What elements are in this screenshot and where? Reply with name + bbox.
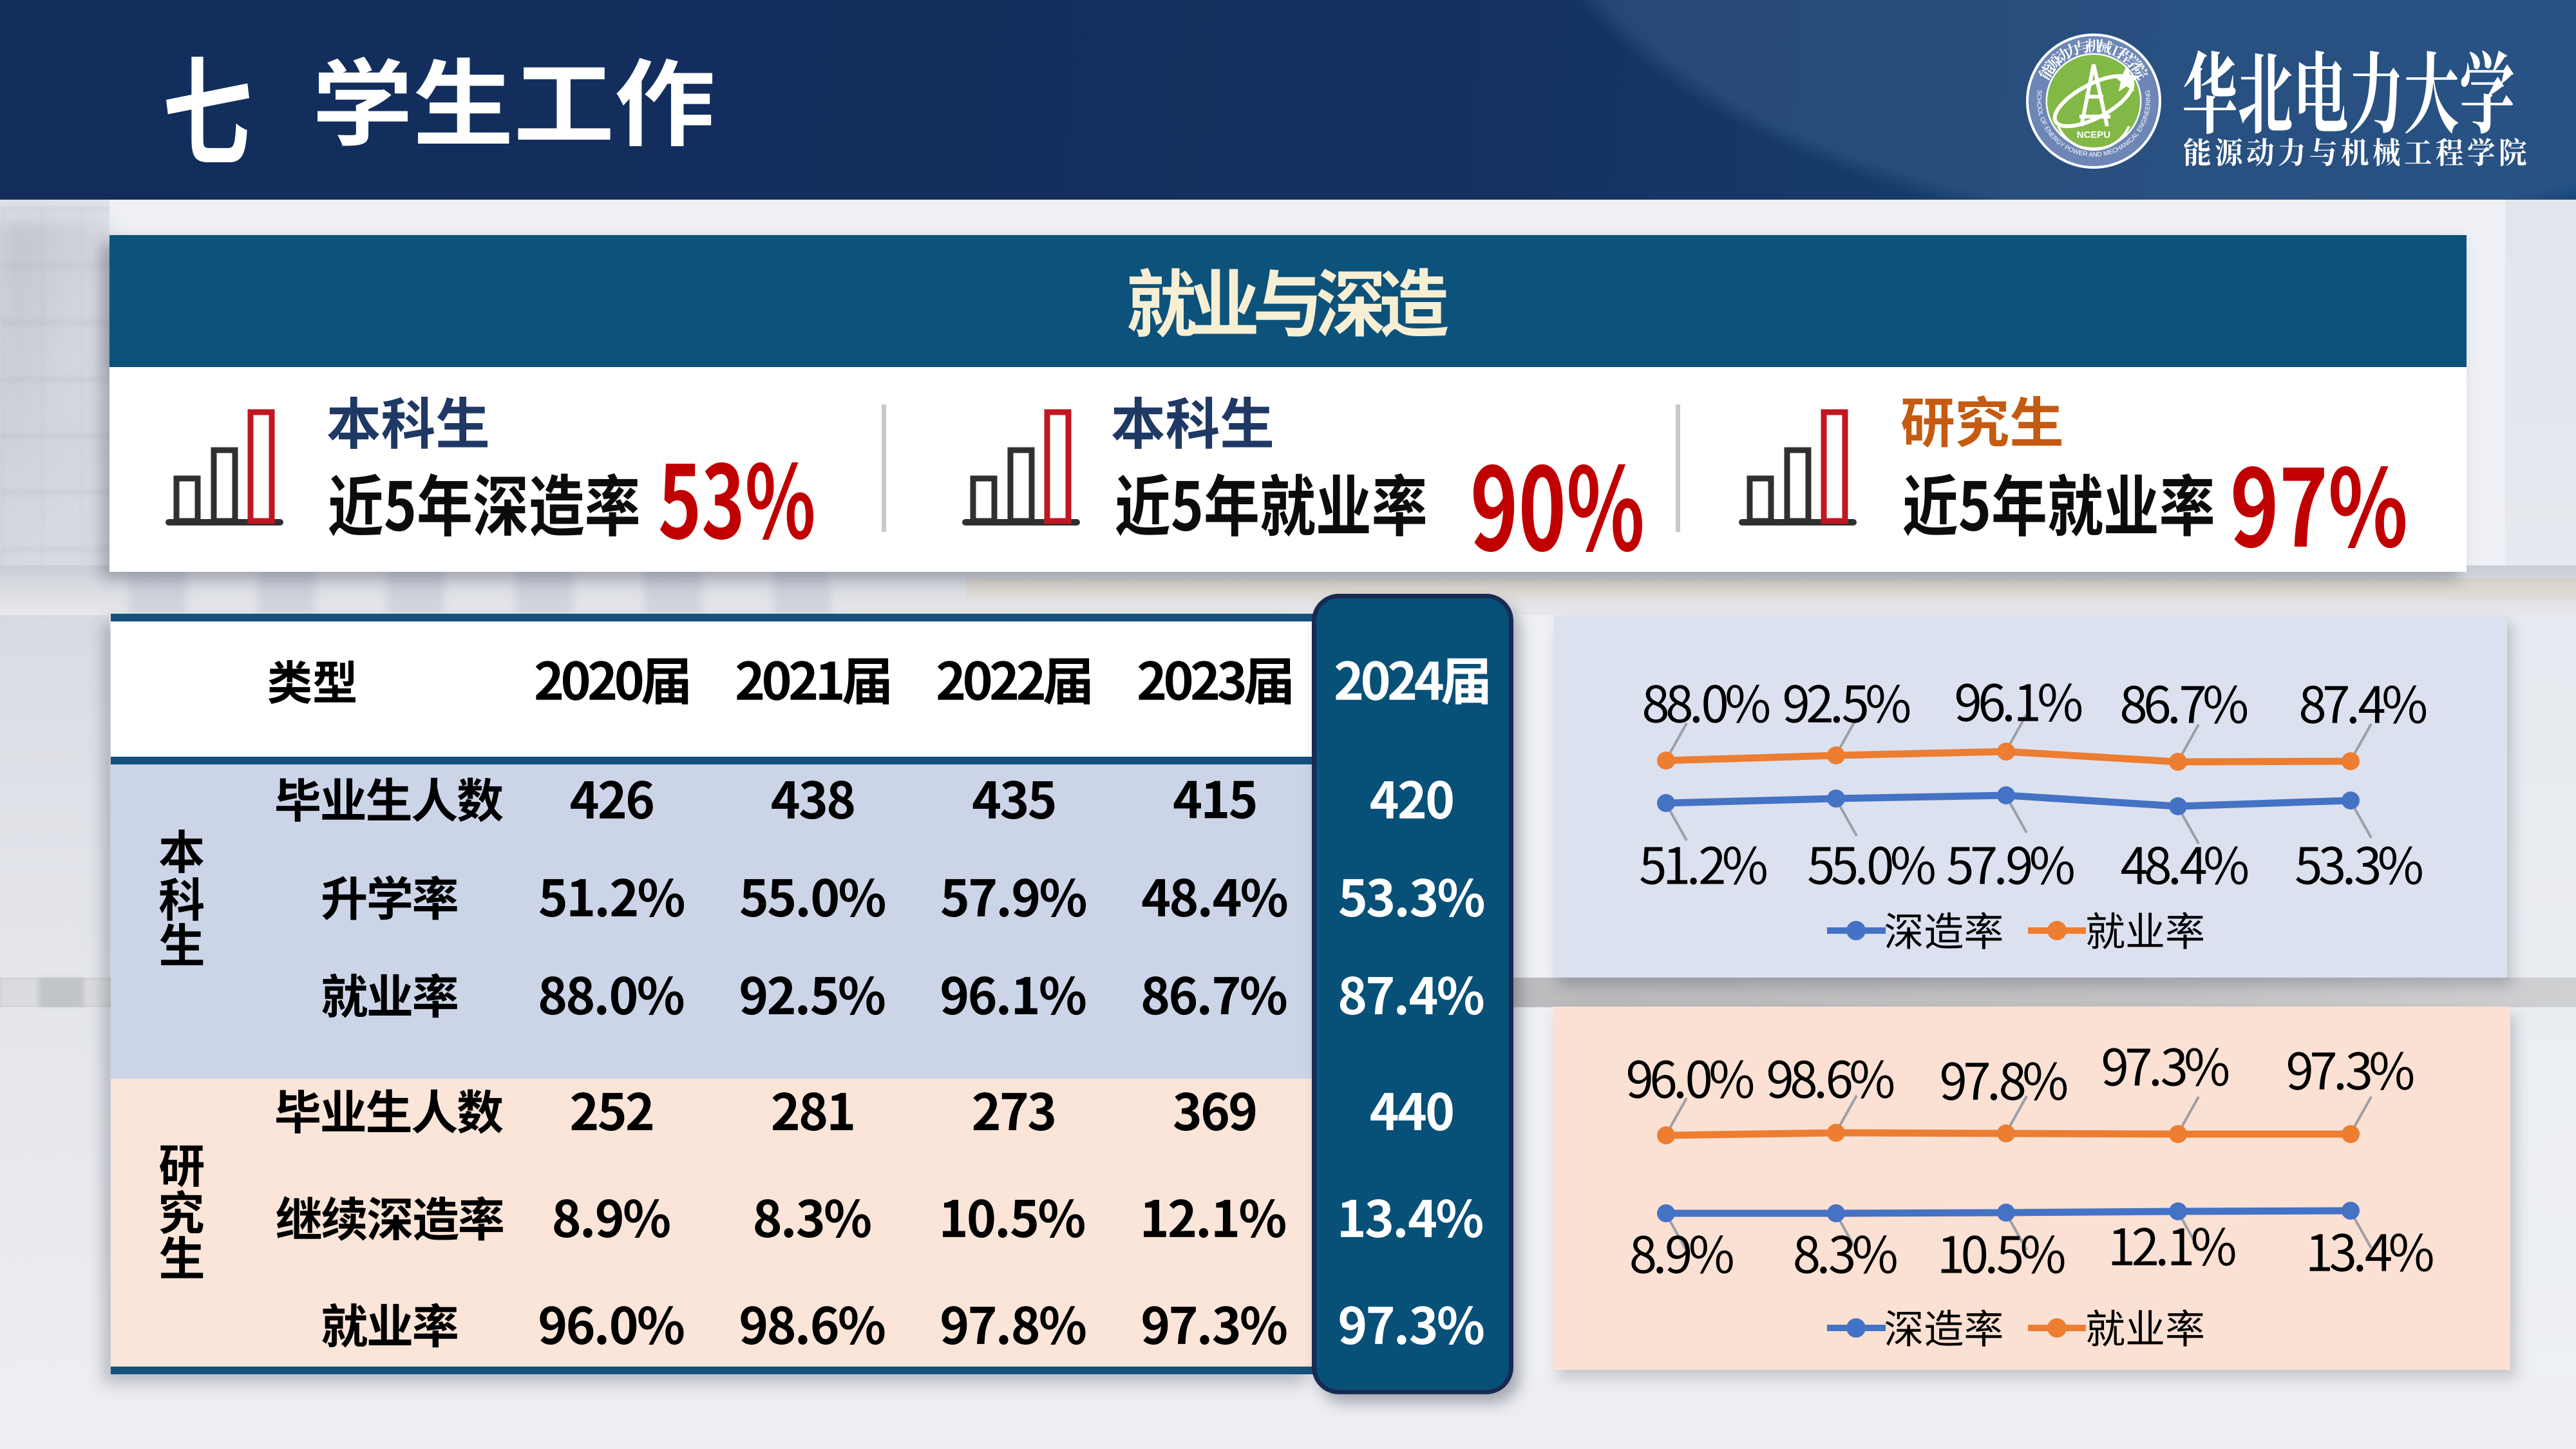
svg-text:NCEPU: NCEPU — [2077, 129, 2111, 140]
